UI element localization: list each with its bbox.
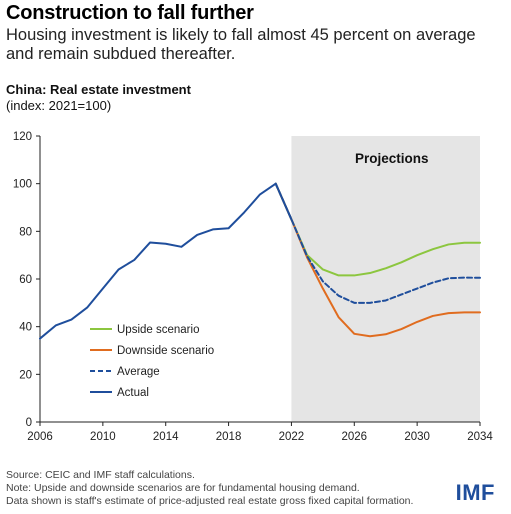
y-axis-ticks: 0 20 40 60 80 100 120 — [13, 131, 40, 429]
headline: Construction to fall further — [6, 2, 254, 24]
y-tick-label: 120 — [13, 131, 32, 143]
imf-logo: IMF — [455, 480, 495, 505]
x-tick-label: 2010 — [90, 431, 116, 443]
data-note: Data shown is staff's estimate of price-… — [6, 495, 414, 507]
source-note: Source: CEIC and IMF staff calculations. — [6, 469, 195, 481]
legend-label: Average — [117, 366, 160, 378]
demand-note: Note: Upside and downside scenarios are … — [6, 482, 360, 494]
notes: Source: CEIC and IMF staff calculations.… — [6, 469, 446, 508]
x-tick-label: 2026 — [341, 431, 367, 443]
y-tick-label: 0 — [26, 417, 32, 429]
y-tick-label: 80 — [19, 226, 32, 238]
series-line-average — [274, 182, 481, 304]
subhead: Housing investment is likely to fall alm… — [6, 26, 476, 63]
line-chart: Projections 0 20 40 60 80 100 120 2006 2010 2014… — [13, 131, 494, 443]
series-line-downside-scenario — [274, 182, 481, 338]
legend-label: Actual — [117, 387, 149, 399]
x-tick-label: 2006 — [27, 431, 53, 443]
series-line-actual — [39, 182, 293, 340]
y-tick-label: 40 — [19, 322, 32, 334]
x-tick-label: 2030 — [404, 431, 430, 443]
y-tick-label: 100 — [13, 179, 32, 191]
x-tick-label: 2022 — [279, 431, 305, 443]
chart-subtitle: (index: 2021=100) — [6, 98, 112, 113]
projection-label: Projections — [355, 151, 429, 166]
legend-label: Downside scenario — [117, 345, 214, 357]
series-lines — [39, 182, 481, 340]
x-tick-label: 2034 — [467, 431, 493, 443]
legend: Upside scenario Downside scenario Average A… — [90, 324, 214, 399]
x-tick-label: 2018 — [216, 431, 242, 443]
x-tick-label: 2014 — [153, 431, 179, 443]
x-axis-ticks: 2006 2010 2014 2018 2022 2026 2030 2034 — [27, 422, 493, 443]
chart-title: China: Real estate investment — [6, 82, 191, 97]
series-line-upside-scenario — [274, 182, 481, 277]
y-tick-label: 60 — [19, 274, 32, 286]
legend-label: Upside scenario — [117, 324, 199, 336]
y-tick-label: 20 — [19, 369, 32, 381]
